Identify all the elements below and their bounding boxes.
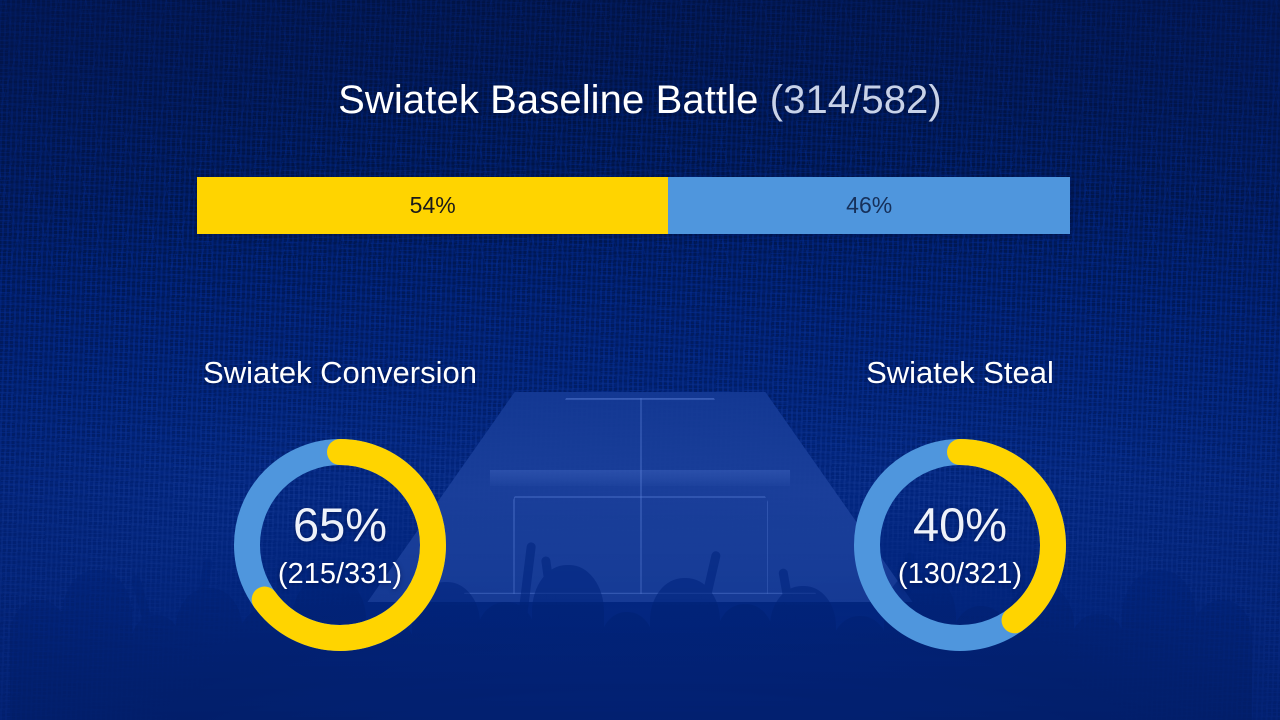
donut-svg-steal [854, 439, 1066, 651]
page-title-ratio: (314/582) [769, 78, 942, 122]
donut-chart-conversion: 65% (215/331) [220, 425, 460, 665]
donut-card-steal: Swiatek Steal 40% (130/321) [750, 355, 1170, 665]
donut-svg-conversion [234, 439, 446, 651]
donut-value-arc-steal [854, 439, 1066, 651]
donut-label-conversion: Swiatek Conversion [203, 355, 477, 390]
donut-label-steal: Swiatek Steal [866, 355, 1054, 390]
donut-value-arc-conversion [234, 439, 446, 651]
donut-chart-steal: 40% (130/321) [840, 425, 1080, 665]
page-title: Swiatek Baseline Battle (314/582) [0, 78, 1280, 123]
donut-card-conversion: Swiatek Conversion 65% (215/331) [130, 355, 550, 665]
page-title-main: Swiatek Baseline Battle [338, 78, 759, 122]
stacked-bar-chart: 54% 46% [197, 177, 1070, 234]
stacked-bar-segment-opponent: 46% [668, 177, 1070, 234]
stacked-bar-segment-swiatek: 54% [197, 177, 669, 234]
